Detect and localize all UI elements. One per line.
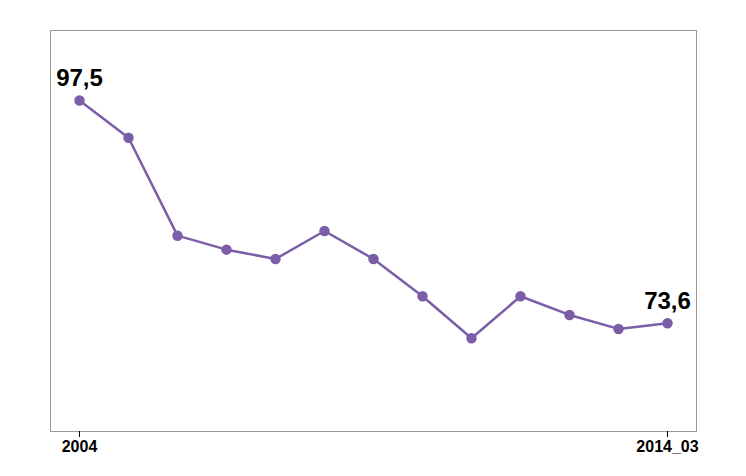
svg-text:73,6: 73,6: [644, 287, 691, 314]
svg-text:2004: 2004: [62, 438, 98, 455]
svg-text:97,5: 97,5: [56, 64, 103, 91]
svg-text:2014_03: 2014_03: [636, 438, 698, 455]
